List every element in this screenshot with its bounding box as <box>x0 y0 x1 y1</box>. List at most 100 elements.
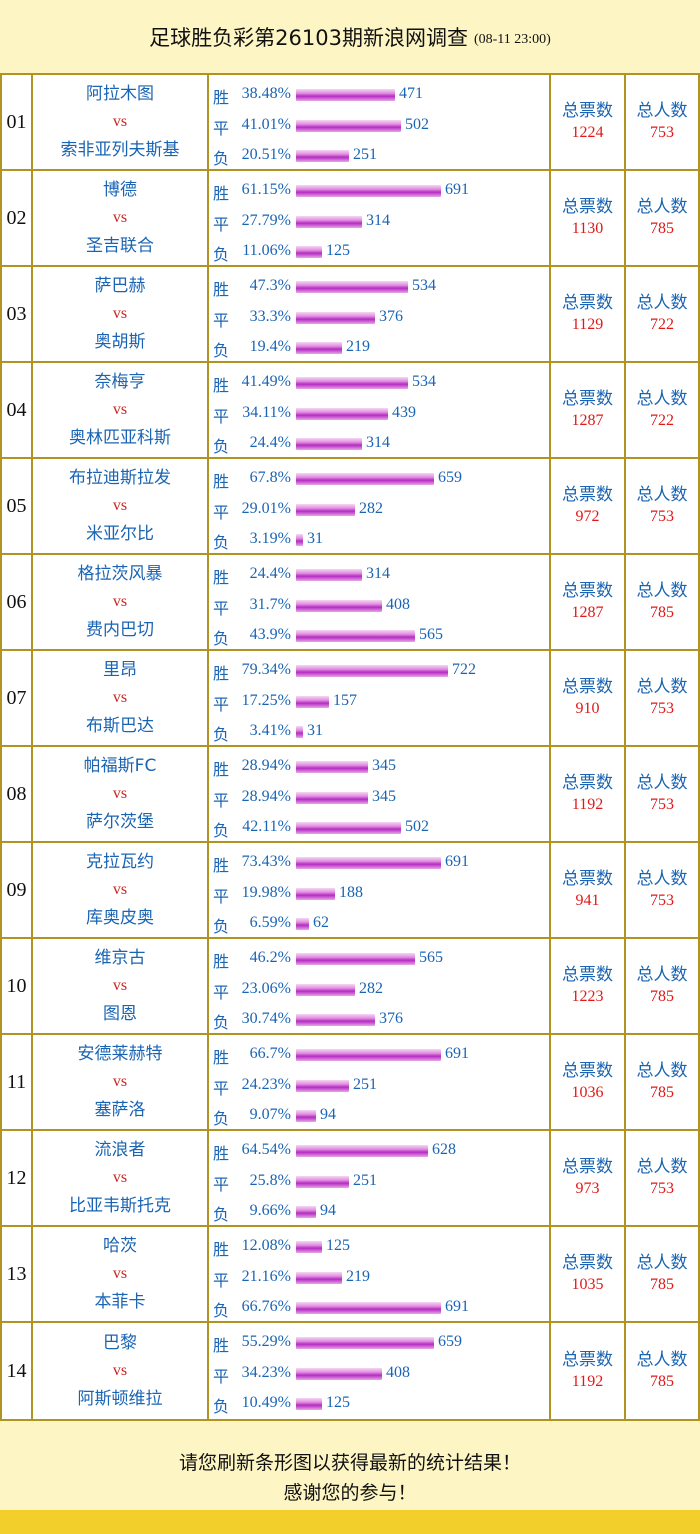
home-team[interactable]: 巴黎 <box>103 1332 137 1353</box>
away-team[interactable]: 塞萨洛 <box>94 1099 146 1120</box>
match-number: 09 <box>0 843 33 939</box>
vote-bars-cell: 胜 66.7% 691 平 24.23% 251 负 9.07% 94 <box>209 1035 551 1131</box>
away-team[interactable]: 布斯巴达 <box>86 715 154 736</box>
home-team[interactable]: 维京古 <box>94 948 146 969</box>
win-bar <box>296 473 434 485</box>
away-team[interactable]: 圣吉联合 <box>86 235 154 256</box>
match-number: 08 <box>0 747 33 843</box>
match-number: 07 <box>0 651 33 747</box>
total-people-cell: 总人数 785 <box>626 555 700 651</box>
win-count: 125 <box>326 1237 350 1254</box>
match-row: 07 里昂 vs 布斯巴达 胜 79.34% 722 平 17.25% 157 负 3.41% 31 总票… <box>0 651 700 747</box>
teams-cell: 帕福斯FC vs 萨尔茨堡 <box>33 747 209 843</box>
away-team[interactable]: 奥胡斯 <box>94 331 146 352</box>
total-people-cell: 总人数 785 <box>626 1323 700 1419</box>
total-people-value: 753 <box>650 892 674 909</box>
win-bar <box>296 1049 441 1061</box>
total-people-label: 总人数 <box>636 389 688 409</box>
total-votes-value: 910 <box>575 700 600 717</box>
vs-label: vs <box>112 1168 128 1186</box>
total-people-value: 785 <box>650 1373 674 1390</box>
draw-row: 平 41.01% 502 <box>209 111 551 139</box>
home-team[interactable]: 哈茨 <box>103 1236 137 1257</box>
loss-row: 负 3.19% 31 <box>209 525 551 553</box>
match-row: 02 博德 vs 圣吉联合 胜 61.15% 691 平 27.79% 314 负 11.06% 125… <box>0 171 700 267</box>
draw-count: 251 <box>353 1075 377 1093</box>
away-team[interactable]: 萨尔茨堡 <box>86 811 154 832</box>
match-row: 06 格拉茨风暴 vs 费内巴切 胜 24.4% 314 平 31.7% 408 负 43.9% 565… <box>0 555 700 651</box>
match-number: 01 <box>0 75 33 171</box>
total-votes-label: 总票数 <box>562 197 613 217</box>
home-team[interactable]: 里昂 <box>103 660 137 681</box>
loss-count: 94 <box>320 1202 336 1219</box>
loss-percent: 30.74% <box>241 1010 291 1027</box>
vote-bars-cell: 胜 55.29% 659 平 34.23% 408 负 10.49% 125 <box>209 1323 551 1419</box>
draw-label: 平 <box>213 1078 230 1098</box>
draw-row: 平 25.8% 251 <box>209 1167 551 1195</box>
win-row: 胜 38.48% 471 <box>209 80 551 108</box>
home-team[interactable]: 萨巴赫 <box>94 276 146 297</box>
total-votes-value: 1129 <box>571 316 604 333</box>
away-team[interactable]: 费内巴切 <box>86 619 154 640</box>
win-percent: 38.48% <box>241 85 291 102</box>
vote-bars-cell: 胜 12.08% 125 平 21.16% 219 负 66.76% 691 <box>209 1227 551 1323</box>
teams-cell: 博德 vs 圣吉联合 <box>33 171 209 267</box>
total-people-cell: 总人数 753 <box>626 75 700 171</box>
win-percent: 28.94% <box>241 757 291 774</box>
home-team[interactable]: 博德 <box>103 180 137 201</box>
away-team[interactable]: 图恩 <box>103 1003 137 1024</box>
loss-count: 125 <box>326 242 350 259</box>
draw-percent: 25.8% <box>249 1171 291 1189</box>
away-team[interactable]: 奥林匹亚科斯 <box>69 427 171 448</box>
draw-bar <box>296 887 335 900</box>
home-team[interactable]: 布拉迪斯拉发 <box>69 468 171 489</box>
loss-row: 负 9.66% 94 <box>209 1197 551 1225</box>
total-people-cell: 总人数 785 <box>626 1227 700 1323</box>
win-count: 534 <box>412 373 436 390</box>
win-label: 胜 <box>213 280 230 299</box>
total-votes-value: 1287 <box>571 412 604 429</box>
away-team[interactable]: 阿斯顿维拉 <box>77 1389 163 1410</box>
away-team[interactable]: 本菲卡 <box>94 1291 146 1312</box>
draw-bar <box>296 311 375 324</box>
away-team[interactable]: 库奥皮奥 <box>86 907 154 928</box>
draw-row: 平 34.23% 408 <box>209 1359 551 1387</box>
away-team[interactable]: 比亚韦斯托克 <box>69 1195 171 1216</box>
loss-bar <box>296 1014 375 1026</box>
away-team[interactable]: 索非亚列夫斯基 <box>60 139 180 160</box>
loss-row: 负 9.07% 94 <box>209 1101 551 1129</box>
total-votes-label: 总票数 <box>562 485 613 505</box>
vote-bars-cell: 胜 46.2% 565 平 23.06% 282 负 30.74% 376 <box>209 939 551 1035</box>
match-row: 04 奈梅亨 vs 奥林匹亚科斯 胜 41.49% 534 平 34.11% 439 负 24.4% 3… <box>0 363 700 459</box>
home-team[interactable]: 阿拉木图 <box>86 84 154 105</box>
draw-bar <box>296 791 368 804</box>
home-team[interactable]: 安德莱赫特 <box>77 1044 163 1065</box>
home-team[interactable]: 流浪者 <box>94 1140 146 1161</box>
draw-bar <box>296 1079 349 1092</box>
home-team[interactable]: 帕福斯FC <box>83 756 157 777</box>
win-row: 胜 41.49% 534 <box>209 368 551 396</box>
match-number: 14 <box>0 1323 33 1419</box>
win-bar <box>296 665 448 677</box>
draw-count: 282 <box>359 979 383 997</box>
loss-bar <box>296 1110 316 1122</box>
loss-percent: 11.06% <box>242 242 291 259</box>
win-bar <box>296 89 395 101</box>
vote-bars-cell: 胜 38.48% 471 平 41.01% 502 负 20.51% 251 <box>209 75 551 171</box>
total-people-cell: 总人数 785 <box>626 171 700 267</box>
win-row: 胜 79.34% 722 <box>209 656 551 684</box>
draw-label: 平 <box>213 118 230 138</box>
loss-bar <box>296 726 303 738</box>
home-team[interactable]: 格拉茨风暴 <box>77 564 163 585</box>
total-votes-label: 总票数 <box>562 869 613 889</box>
home-team[interactable]: 克拉瓦约 <box>86 852 154 873</box>
loss-label: 负 <box>213 1205 230 1224</box>
total-people-cell: 总人数 753 <box>626 1131 700 1227</box>
total-people-value: 722 <box>650 412 674 429</box>
away-team[interactable]: 米亚尔比 <box>86 523 154 544</box>
win-bar <box>296 1241 322 1253</box>
draw-label: 平 <box>213 214 230 234</box>
total-votes-cell: 总票数 972 <box>551 459 626 555</box>
home-team[interactable]: 奈梅亨 <box>94 372 146 393</box>
win-bar <box>296 377 408 389</box>
